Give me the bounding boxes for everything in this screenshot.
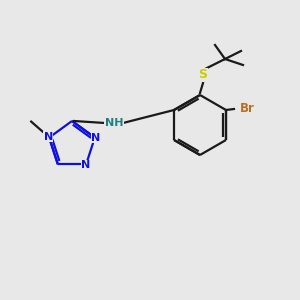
Text: N: N — [82, 160, 91, 170]
Text: Br: Br — [239, 103, 254, 116]
Text: N: N — [91, 133, 101, 142]
Text: N: N — [44, 132, 53, 142]
Text: NH: NH — [105, 118, 123, 128]
Text: S: S — [199, 68, 208, 82]
